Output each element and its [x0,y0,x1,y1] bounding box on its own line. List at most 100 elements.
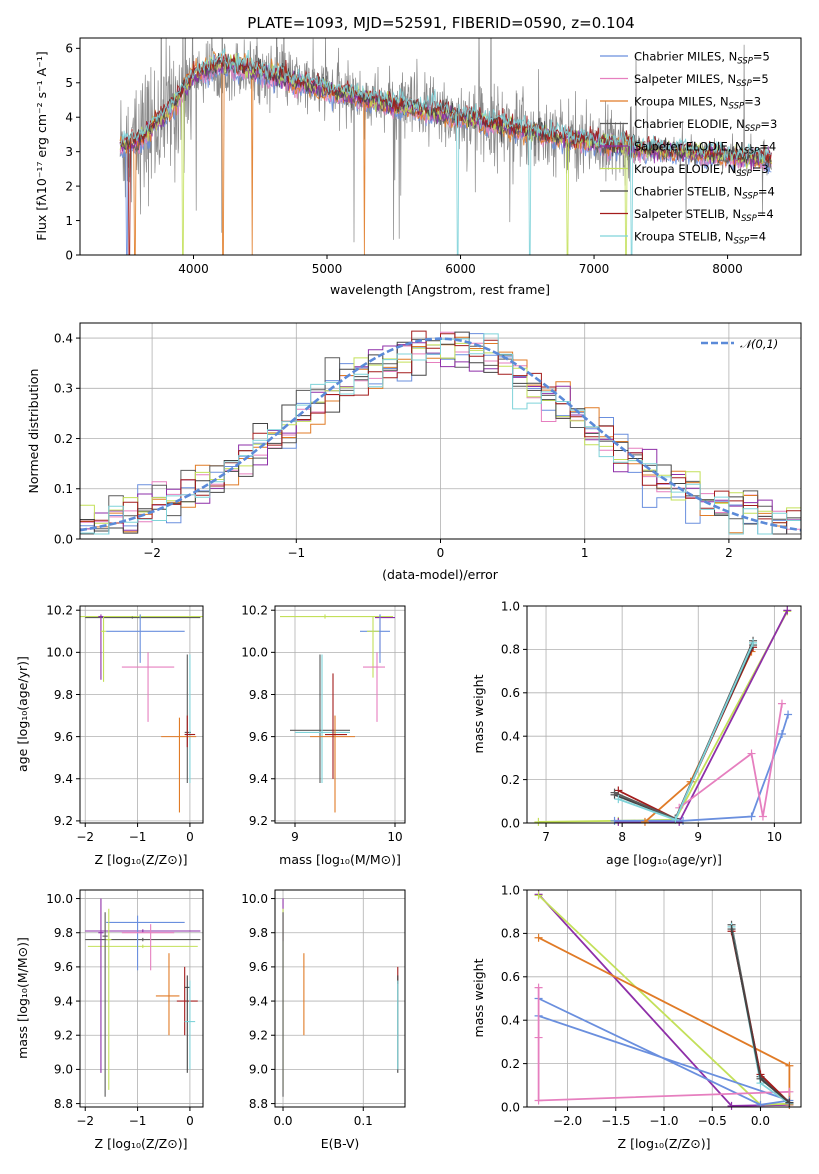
y-tick-label: 3 [65,145,73,159]
weight-series [534,983,794,1105]
y-tick-label: 0.0 [501,816,520,830]
y-tick-label: 9.8 [249,688,268,702]
y-tick-label: 9.8 [54,688,73,702]
weight-age-xlabel: age [log₁₀(age/yr)] [606,852,722,867]
weight-marker [534,817,543,826]
y-tick-label: 5 [65,76,73,90]
spectrum-ylabel: Flux [fλ10⁻¹⁷ erg cm⁻² s⁻¹ A⁻¹] [34,51,49,240]
y-tick-label: 0.8 [501,643,520,657]
x-tick-label: 7 [542,830,550,844]
errorbar-point [363,652,385,722]
y-tick-label: 0.6 [501,970,520,984]
y-tick-label: 0.6 [501,686,520,700]
x-tick-label: −2 [76,1114,94,1128]
errorbar-point [184,715,196,748]
histogram-series [80,342,801,535]
y-tick-label: 6 [65,42,73,56]
x-tick-label: 0 [186,830,194,844]
x-tick-label: 2 [725,546,733,560]
y-tick-label: 9.6 [54,730,73,744]
y-tick-label: 0.0 [54,532,73,546]
x-tick-label: 0.0 [751,1114,770,1128]
gaussian-legend: 𝒩(0,1) [701,337,778,351]
spectrum-frame [79,37,802,256]
weight-series [614,606,792,826]
y-tick-label: 2 [65,179,73,193]
weight-marker [747,812,756,821]
weight-marker [534,983,543,992]
errorbar-point [121,924,175,971]
x-tick-label: 10 [387,830,402,844]
x-tick-label: 7000 [579,262,610,276]
spectrum-panel: PLATE=1093, MJD=52591, FIBERID=0590, z=0… [34,14,802,297]
y-tick-label: 4 [65,111,73,125]
weight-marker [534,1096,543,1105]
x-tick-label: 9 [291,830,299,844]
y-tick-label: 0.4 [501,730,520,744]
errorbar-point [85,929,201,933]
x-tick-label: 0.0 [273,1114,292,1128]
y-tick-label: 9.4 [54,772,73,786]
errorbar-point [87,944,198,949]
weight-marker [747,749,756,758]
y-tick-label: 9.8 [54,926,73,940]
weight-marker [727,1101,736,1110]
weight-marker [749,638,758,647]
y-tick-label: 0.4 [501,1014,520,1028]
x-tick-label: 8000 [712,262,743,276]
residuals-ylabel: Normed distribution [26,369,41,494]
errorbar-point [85,937,201,942]
weight-marker [756,1074,765,1083]
legend-label: Salpeter ELODIE, NSSP=4 [634,140,776,157]
weight-marker [614,817,623,826]
legend-label: Salpeter MILES, NSSP=5 [634,72,769,89]
errorbar-point [106,614,185,663]
legend-label: Kroupa ELODIE, NSSP=3 [634,162,769,179]
mass-extinction-xlabel: E(B-V) [321,1136,360,1151]
errorbar-point [106,915,185,971]
age-vs-metallicity-panel: −2 −1 0 9.2 9.4 9.6 9.8 10.0 10.2 Z [log₁₀(Z/Z⊙)… [15,604,204,867]
y-tick-label: 9.4 [249,994,268,1008]
mass-metallicity-frame [79,889,204,1108]
x-tick-label: −1.0 [649,1114,678,1128]
y-tick-label: 1.0 [501,883,520,897]
y-tick-label: 0 [65,248,73,262]
errorbar-point [290,654,350,783]
x-tick-label: 0 [186,1114,194,1128]
weight-marker [534,933,543,942]
weight-marker [671,815,680,824]
errorbar-point [280,614,393,619]
x-tick-label: 4000 [178,262,209,276]
y-tick-label: 9.6 [54,960,73,974]
x-tick-label: −1.5 [601,1114,630,1128]
legend-label: Chabrier ELODIE, NSSP=3 [634,117,777,134]
age-metallicity-frame [79,605,204,824]
x-tick-label: −1 [287,546,305,560]
weight-marker [777,730,786,739]
y-tick-label: 0.2 [54,432,73,446]
y-tick-label: 0.2 [501,1057,520,1071]
weight-marker [784,710,793,719]
weight-series [727,925,794,1107]
weight-vs-metallicity-panel: −2.0 −1.5 −1.0 −0.5 0.0 0.0 0.2 0.4 0.6 0.8 1.0 Z … [471,883,802,1151]
x-tick-label: 9 [694,830,702,844]
x-tick-label: 0 [437,546,445,560]
y-tick-label: 9.0 [54,1063,73,1077]
y-tick-label: 0.3 [54,382,73,396]
weight-marker [534,891,543,900]
legend-label: Salpeter STELIB, NSSP=4 [634,207,774,224]
errorbar-point [295,654,350,783]
weight-line [614,644,754,820]
weight-line [678,703,783,817]
weight-age-frame [526,605,802,824]
weight-marker [785,1061,794,1070]
age-mass-xlabel: mass [log₁₀(M/M⊙)] [279,852,401,867]
weight-marker [610,816,619,825]
y-tick-label: 9.2 [249,814,268,828]
x-tick-label: −2 [143,546,161,560]
errorbar-point [102,912,108,1097]
weight-marker [777,699,786,708]
errorbar-point [360,614,390,663]
errorbar-point [106,908,112,1090]
residuals-xlabel: (data-model)/error [382,567,499,582]
